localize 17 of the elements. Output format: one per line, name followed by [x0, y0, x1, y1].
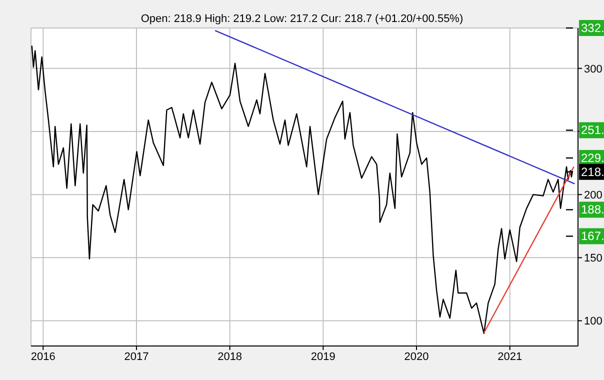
y-tick-label: 200 [584, 189, 602, 202]
y2-tick-label: 167. [581, 229, 604, 244]
y2-tick-label: 332. [581, 21, 604, 35]
x-tick-label: 2021 [498, 350, 522, 363]
chart-subtitle: Open: 218.9 High: 219.2 Low: 217.2 Cur: 218.7 (+01.20/+00.55%) [140, 13, 464, 25]
y-tick-label: 300 [584, 63, 602, 76]
y-tick-label: 100 [584, 316, 602, 328]
x-tick-label: 2018 [218, 350, 242, 363]
x-tick-label: 2019 [310, 350, 336, 363]
y-tick-label: 150 [584, 252, 602, 265]
x-tick-label: 2017 [124, 350, 149, 363]
y2-tick-label: 251. [581, 123, 604, 138]
y2-tick-label: 218. [581, 164, 604, 179]
y2-tick-label: 229. [581, 150, 604, 165]
y2-tick-label: 188. [581, 202, 604, 217]
x-tick-label: 2016 [30, 350, 56, 363]
x-tick-label: 2020 [404, 350, 429, 363]
